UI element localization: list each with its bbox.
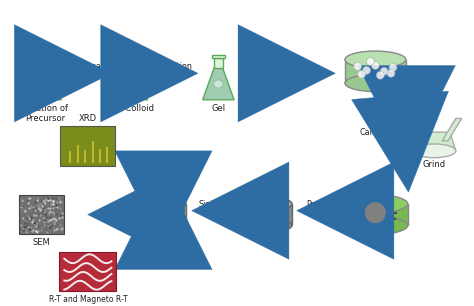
Ellipse shape bbox=[343, 216, 408, 234]
Text: Final Product: Final Product bbox=[137, 229, 191, 238]
Circle shape bbox=[363, 66, 371, 74]
Text: Condensation: Condensation bbox=[61, 62, 117, 71]
Text: Powder: Powder bbox=[360, 229, 391, 238]
Circle shape bbox=[380, 67, 388, 75]
Polygon shape bbox=[41, 58, 50, 68]
Text: SEM: SEM bbox=[33, 238, 51, 247]
Ellipse shape bbox=[41, 80, 50, 88]
Ellipse shape bbox=[214, 80, 223, 88]
Polygon shape bbox=[343, 204, 408, 226]
Polygon shape bbox=[128, 58, 137, 68]
Ellipse shape bbox=[141, 197, 186, 211]
Ellipse shape bbox=[343, 195, 408, 213]
Polygon shape bbox=[345, 60, 406, 83]
Polygon shape bbox=[214, 58, 223, 68]
Polygon shape bbox=[247, 204, 292, 226]
Ellipse shape bbox=[128, 80, 137, 88]
Circle shape bbox=[366, 58, 374, 65]
Ellipse shape bbox=[247, 197, 292, 211]
Polygon shape bbox=[30, 68, 61, 100]
Text: Sol Colloid: Sol Colloid bbox=[110, 104, 154, 113]
FancyBboxPatch shape bbox=[60, 126, 115, 166]
Text: Calcination: Calcination bbox=[360, 128, 405, 137]
Ellipse shape bbox=[247, 218, 292, 232]
Text: Grind: Grind bbox=[423, 160, 446, 169]
Circle shape bbox=[376, 71, 384, 79]
Text: Sintering: Sintering bbox=[198, 200, 235, 209]
FancyBboxPatch shape bbox=[59, 252, 116, 291]
Ellipse shape bbox=[345, 75, 406, 91]
Polygon shape bbox=[116, 68, 148, 100]
Polygon shape bbox=[39, 55, 52, 58]
Circle shape bbox=[362, 199, 389, 226]
Polygon shape bbox=[212, 55, 225, 58]
Circle shape bbox=[372, 62, 379, 69]
Text: Gelation: Gelation bbox=[158, 62, 192, 71]
Text: XRD: XRD bbox=[79, 114, 97, 123]
Text: Gel: Gel bbox=[211, 104, 226, 113]
Circle shape bbox=[354, 62, 362, 70]
Polygon shape bbox=[442, 118, 462, 141]
FancyBboxPatch shape bbox=[19, 195, 64, 234]
Polygon shape bbox=[203, 68, 234, 100]
Ellipse shape bbox=[345, 51, 406, 68]
Circle shape bbox=[387, 69, 395, 77]
Text: Solution of
Precursor: Solution of Precursor bbox=[23, 104, 68, 123]
Text: Pellet: Pellet bbox=[258, 229, 281, 238]
Text: Dry: Dry bbox=[280, 62, 294, 71]
Polygon shape bbox=[413, 132, 456, 151]
Text: Press: Press bbox=[306, 200, 327, 209]
Polygon shape bbox=[141, 204, 186, 226]
Text: R-T and Magneto R-T: R-T and Magneto R-T bbox=[48, 295, 127, 304]
Circle shape bbox=[365, 203, 385, 222]
Text: Xerogel: Xerogel bbox=[389, 87, 421, 96]
Circle shape bbox=[358, 70, 365, 78]
Circle shape bbox=[389, 63, 397, 71]
Ellipse shape bbox=[413, 144, 456, 158]
Ellipse shape bbox=[141, 218, 186, 232]
Polygon shape bbox=[126, 55, 138, 58]
